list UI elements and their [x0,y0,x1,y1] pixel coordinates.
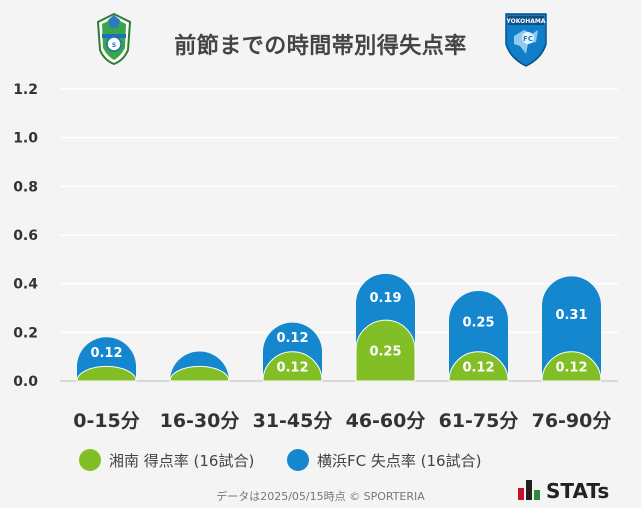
y-tick-label: 0.2 [13,325,38,341]
legend-label-away: 横浜FC 失点率 (16試合) [317,451,482,470]
data-label-home: 0.12 [555,360,587,375]
y-tick-label: 0.8 [13,179,38,195]
x-tick-label: 0-15分 [73,410,140,432]
yokohama-crest-text: YOKOHAMA [506,18,546,25]
data-label-home: 0.12 [462,360,494,375]
y-tick-label: 0.0 [13,374,38,390]
stats-logo: STATs [518,479,609,502]
chart-plot: 0.0 0.2 0.4 0.6 0.8 1.0 1.2 0.12 0-15分 16-30分 0.12… [13,82,618,432]
shonan-crest-icon: S [96,12,132,66]
bar-home [541,351,602,382]
x-tick-label: 46-60分 [346,410,426,432]
data-label-away: 0.12 [276,331,308,346]
data-label-away: 0.31 [555,308,587,323]
data-label-away: 0.12 [90,346,122,361]
footer-source: データは2025/05/15時点 © SPORTERIA [216,490,425,503]
data-label-home: 0.25 [369,345,401,360]
chart-title: 前節までの時間帯別得失点率 [174,34,467,59]
bar-home [355,319,416,382]
legend-item-home: 湘南 得点率 (16試合) [79,449,254,471]
x-tick-label: 76-90分 [532,410,612,432]
bar-home [169,365,230,382]
data-label-home: 0.12 [276,360,308,375]
chart-legend: 湘南 得点率 (16試合) 横浜FC 失点率 (16試合) [0,449,641,475]
y-tick-label: 0.4 [13,277,38,293]
svg-text:FC: FC [523,35,533,43]
bar-home [448,351,509,382]
shonan-crest-lettering: S [112,42,116,49]
x-tick-label: 16-30分 [160,410,240,432]
legend-swatch-home [79,449,101,471]
x-tick-label: 31-45分 [253,410,333,432]
bar-away [542,276,601,381]
legend-label-home: 湘南 得点率 (16試合) [109,451,255,470]
yokohama-fc-crest-icon: YOKOHAMA FC [505,13,547,67]
y-tick-label: 1.0 [13,131,38,147]
data-label-away: 0.19 [369,291,401,306]
y-tick-label: 0.6 [13,228,38,244]
legend-swatch-away [287,449,309,471]
chart-header: S 前節までの時間帯別得失点率 YOKOHAMA FC [0,12,641,72]
bar-home [76,365,137,382]
legend-item-away: 横浜FC 失点率 (16試合) [287,449,481,471]
data-label-away: 0.25 [462,315,494,330]
stats-logo-text: STATs [546,479,609,502]
y-tick-label: 1.2 [13,82,38,98]
bar-home [262,351,323,382]
x-tick-label: 61-75分 [439,410,519,432]
